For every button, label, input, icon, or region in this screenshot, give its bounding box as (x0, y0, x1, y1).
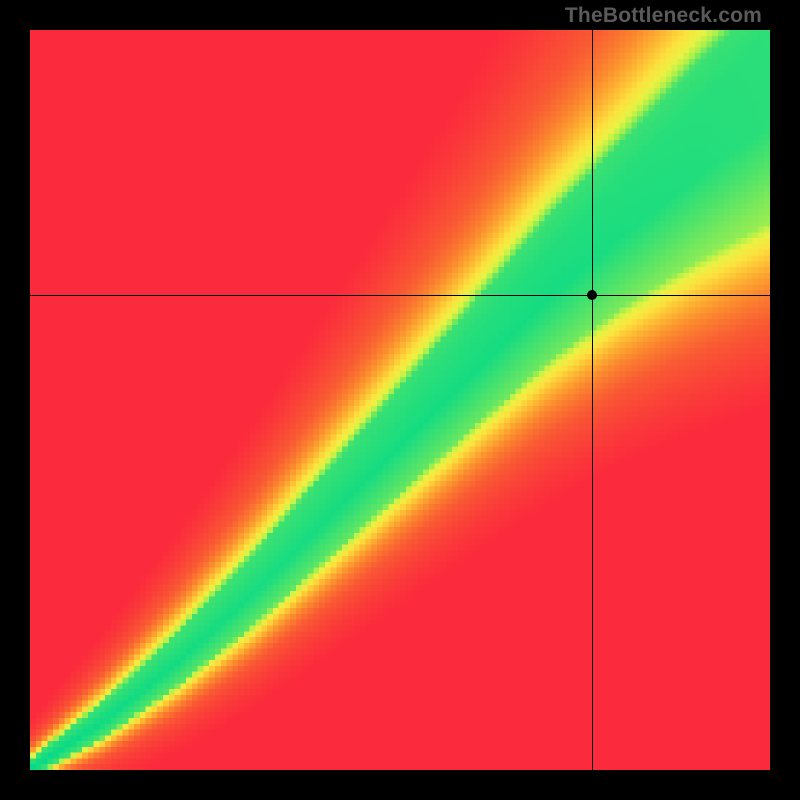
crosshair-horizontal (30, 295, 770, 296)
chart-container: TheBottleneck.com (0, 0, 800, 800)
heatmap-plot (30, 30, 770, 770)
heatmap-canvas (30, 30, 770, 770)
crosshair-vertical (592, 30, 593, 770)
crosshair-marker-dot (587, 290, 597, 300)
watermark-text: TheBottleneck.com (565, 4, 762, 28)
